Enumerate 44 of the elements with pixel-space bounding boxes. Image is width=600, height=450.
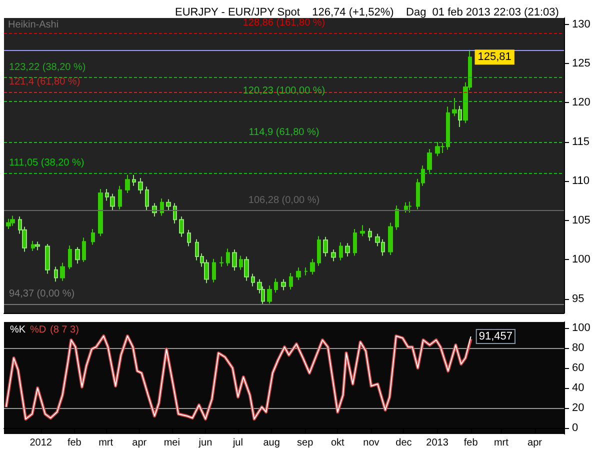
y-tick-label: 0 xyxy=(572,422,578,434)
x-tick-label: apr xyxy=(528,438,543,448)
annotation: Heikin-Ashi xyxy=(8,20,59,30)
ref-line-label: 123,22 (38,20 %) xyxy=(9,62,86,73)
x-tick-label: sep xyxy=(297,438,314,448)
y-tick-label: 60 xyxy=(572,362,584,374)
ref-line-label: 121,4 (61,80 %) xyxy=(9,76,80,88)
x-tick-label: jun xyxy=(198,438,212,448)
legend-title: (8 7 3) xyxy=(50,324,79,336)
annotation: 91,457 xyxy=(478,330,513,343)
x-tick-label: jul xyxy=(232,438,243,448)
text: %D xyxy=(30,324,46,336)
x-tick-label: mei xyxy=(164,438,180,448)
x-tick-label: mrt xyxy=(98,438,114,448)
y-tick-label: 100 xyxy=(572,322,590,334)
x-tick-label: nov xyxy=(363,438,380,448)
x-tick-label: okt xyxy=(330,438,345,448)
x-tick-label: dec xyxy=(396,438,412,448)
ref-line-label: 94,37 (0,00 %) xyxy=(9,288,75,300)
ref-line-label: 106,28 (0,00 %) xyxy=(248,194,320,206)
x-tick-label: aug xyxy=(263,438,280,448)
x-tick-label: apr xyxy=(132,438,148,448)
y-tick-label: 130 xyxy=(572,18,590,30)
y-tick-label: 120 xyxy=(572,96,590,109)
y-tick-label: 115 xyxy=(572,136,590,148)
x-tick-label: 2013 xyxy=(426,438,449,448)
y-tick-label: 80 xyxy=(572,342,584,354)
chart-title: EURJPY - EUR/JPY Spot 126,74 (+1,52%) Dag 01 feb 2013 22:03 (21:03) xyxy=(175,6,559,18)
ref-line-label: 128,86 (161,80 %) xyxy=(242,18,326,29)
x-tick-label: 2012 xyxy=(30,438,52,448)
annotation: 125,81 xyxy=(478,51,512,64)
ref-line-label: 111,05 (38,20 %) xyxy=(9,157,84,168)
y-tick-label: 105 xyxy=(572,214,590,226)
text: %K xyxy=(10,324,26,336)
y-tick-label: 95 xyxy=(572,292,584,305)
x-tick-label: feb xyxy=(67,438,82,448)
y-tick-label: 40 xyxy=(572,382,584,394)
y-tick-label: 20 xyxy=(572,402,584,414)
y-tick-label: 100 xyxy=(572,254,590,266)
y-tick-label: 125 xyxy=(572,58,590,70)
x-tick-label: mrt xyxy=(494,438,509,448)
y-tick-label: 110 xyxy=(572,175,590,188)
x-tick-label: feb xyxy=(464,438,478,448)
ref-line-label: 114,9 (61,80 %) xyxy=(248,127,320,138)
